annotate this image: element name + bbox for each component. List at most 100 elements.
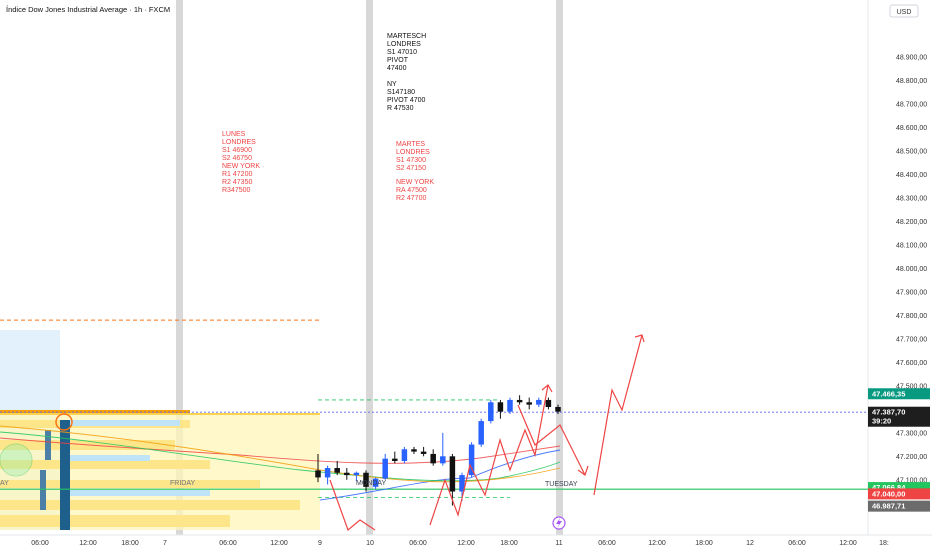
time-tick-label: 06:00: [409, 540, 427, 547]
svg-text:R2 47700: R2 47700: [396, 195, 426, 202]
svg-text:S1 46900: S1 46900: [222, 147, 252, 154]
lightning-icon: [556, 518, 562, 528]
annotation-martes: MARTES LONDRES S1 47300 S2 47150 NEW YOR…: [396, 141, 434, 202]
candle: [344, 468, 350, 480]
time-tick-label: 18:: [879, 540, 889, 547]
candle-body: [516, 399, 523, 403]
time-axis-ticks: 06:00 12:00 18:00 7 06:00 12:00 9 10 06:00 12:00 1…: [31, 540, 889, 547]
price-badge-value: 47.387,70: [872, 408, 905, 417]
session-band: [556, 0, 563, 535]
session-label-friday: FRIDAY: [170, 480, 195, 487]
candle-body: [478, 421, 484, 445]
price-badge-value: 47.066,84: [872, 483, 906, 492]
price-badge: 47.466,35: [868, 388, 930, 400]
time-tick-label: 06:00: [598, 540, 616, 547]
price-tick-label: 48.800,00: [896, 78, 927, 85]
price-badge-bg: [868, 482, 930, 494]
candle: [516, 395, 523, 405]
currency-button[interactable]: [889, 4, 919, 18]
price-tick-label: 47.800,00: [896, 313, 927, 320]
price-tick-label: 48.200,00: [896, 219, 927, 226]
svg-text:LONDRES: LONDRES: [387, 41, 421, 48]
price-tick-label: 48.700,00: [896, 102, 927, 109]
time-tick-label: 12:00: [270, 540, 288, 547]
price-badge-countdown: 39:20: [872, 417, 891, 426]
level-lines: [0, 319, 868, 498]
price-tick-label: 48.500,00: [896, 149, 927, 156]
svg-text:LUNES: LUNES: [222, 131, 246, 138]
projection-arrows: [329, 334, 645, 532]
candle: [488, 399, 494, 424]
candle-body: [344, 472, 350, 476]
session-band: [366, 0, 373, 535]
svg-text:NEW YORK: NEW YORK: [222, 163, 260, 170]
candle-body: [372, 478, 379, 487]
price-tick-label: 47.200,00: [896, 454, 927, 461]
chart-title: Índice Dow Jones Industrial Average · 1h…: [6, 5, 170, 14]
svg-text:S1 47300: S1 47300: [396, 157, 426, 164]
candle-body: [324, 468, 331, 478]
price-badge: 46.987,71: [868, 500, 930, 512]
projection-arrow: [593, 334, 643, 496]
candle: [324, 465, 331, 485]
svg-text:R2 47350: R2 47350: [222, 179, 252, 186]
candle: [497, 399, 504, 419]
candle: [536, 397, 542, 407]
candle-body: [507, 399, 513, 412]
arrow-head: [577, 465, 589, 476]
session-band: [176, 0, 183, 535]
price-axis-ticks: 47.100,0047.200,0047.300,0047.400,0047.5…: [896, 55, 927, 485]
time-tick-label: 12: [746, 540, 754, 547]
candles: [315, 395, 561, 506]
price-tick-label: 47.700,00: [896, 336, 927, 343]
candle-body: [497, 402, 504, 412]
candle-body: [468, 444, 475, 476]
candle-body: [459, 475, 465, 492]
candle-body: [420, 451, 427, 454]
time-tick-label: 12:00: [648, 540, 666, 547]
candle-body: [334, 468, 340, 473]
time-tick-label: 11: [555, 540, 562, 547]
svg-text:RA 47500: RA 47500: [396, 187, 427, 194]
candle: [478, 418, 484, 447]
price-tick-label: 48.600,00: [896, 125, 927, 132]
svg-text:NEW YORK: NEW YORK: [396, 179, 434, 186]
candle: [449, 453, 456, 506]
candle-body: [526, 402, 532, 405]
svg-text:PIVOT: PIVOT: [387, 57, 409, 64]
candle: [430, 449, 436, 466]
price-badge-value: 47.040,00: [872, 489, 905, 498]
indicator-series: [0, 425, 561, 501]
candle-body: [392, 458, 398, 461]
candle: [372, 477, 379, 490]
candle-body: [411, 449, 417, 452]
projection-arrow: [517, 404, 586, 476]
event-marker[interactable]: [552, 516, 566, 530]
currency-label: USD: [897, 9, 912, 16]
annotation-lunes: LUNES LONDRES S1 46900 S2 46750 NEW YORK…: [222, 131, 260, 194]
time-tick-label: 9: [318, 540, 322, 547]
projection-arrow: [429, 384, 549, 526]
time-tick-label: 12:00: [457, 540, 475, 547]
svg-text:R 47530: R 47530: [387, 105, 414, 112]
price-tick-label: 48.000,00: [896, 266, 927, 273]
svg-text:S2 47150: S2 47150: [396, 165, 426, 172]
svg-text:LONDRES: LONDRES: [222, 139, 256, 146]
time-tick-label: 18:00: [695, 540, 713, 547]
time-tick-label: 7: [163, 540, 167, 547]
candle: [353, 471, 360, 481]
candle-body: [449, 456, 456, 492]
price-badge-bg: [868, 388, 930, 400]
candle-body: [440, 456, 446, 464]
candle-body: [382, 458, 388, 479]
session-label-monday: MONDAY: [356, 480, 387, 487]
price-badge-value: 46.987,71: [872, 502, 905, 511]
price-tick-label: 48.300,00: [896, 196, 927, 203]
session-label-partial: AY: [0, 480, 9, 487]
volume-profile: [0, 330, 320, 530]
svg-text:MARTESCH: MARTESCH: [387, 33, 426, 40]
candle: [411, 446, 417, 454]
